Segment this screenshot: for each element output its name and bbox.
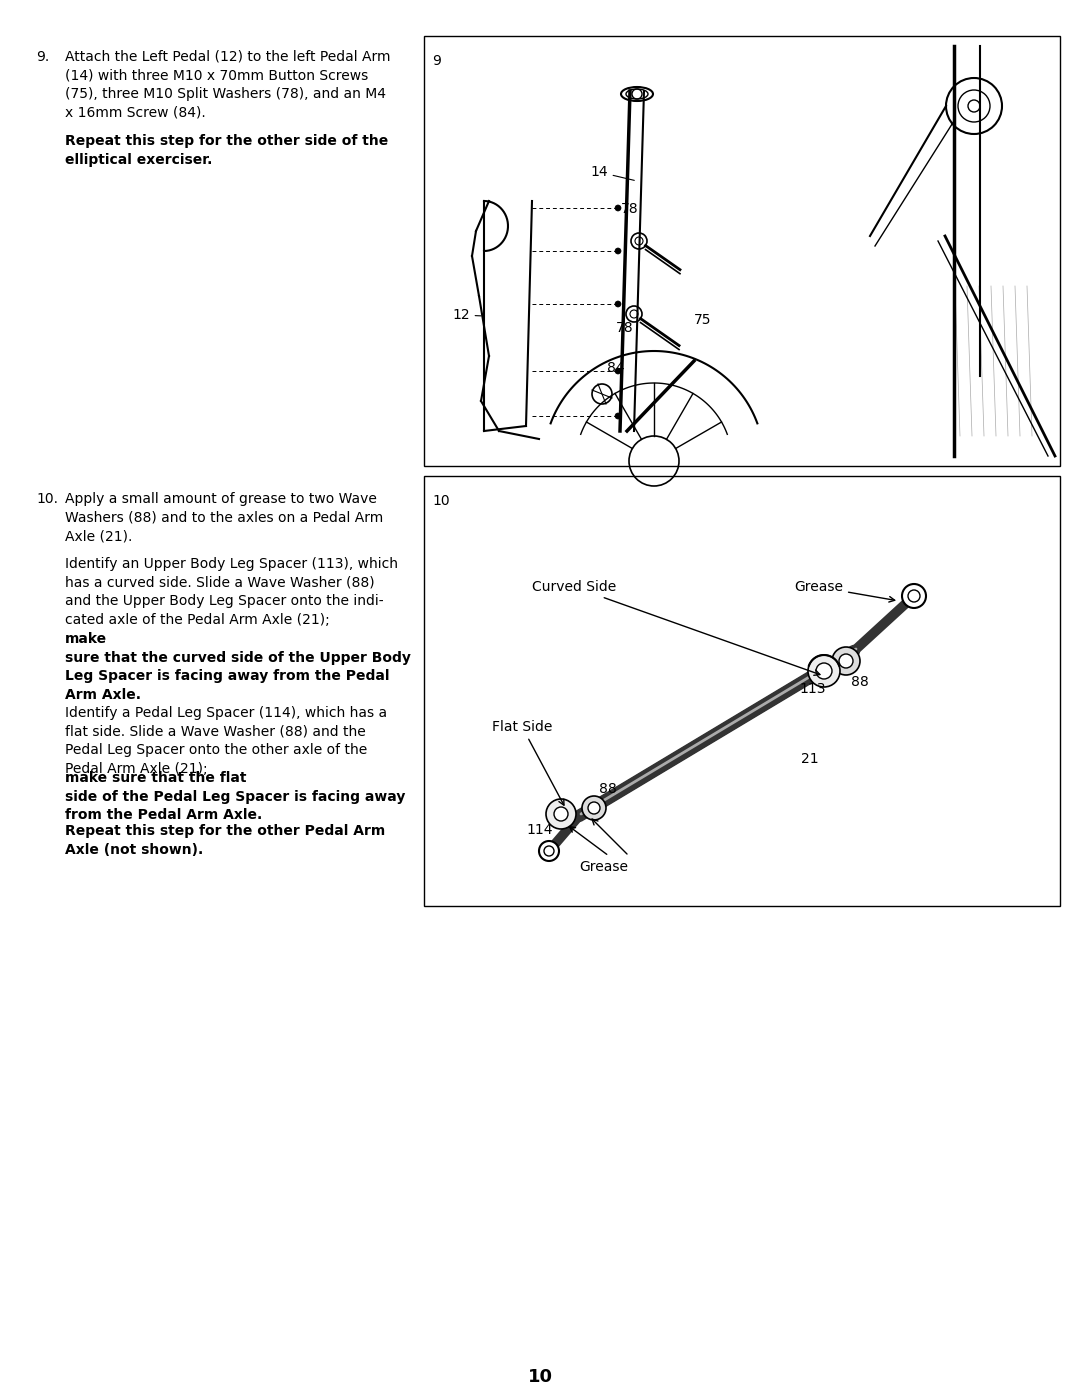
Text: Repeat this step for the other side of the
elliptical exerciser.: Repeat this step for the other side of t… xyxy=(65,134,388,166)
Text: 113: 113 xyxy=(799,682,825,696)
Circle shape xyxy=(588,802,600,814)
Circle shape xyxy=(546,799,576,828)
Circle shape xyxy=(615,367,621,374)
Text: 12: 12 xyxy=(453,307,482,321)
Text: Grease: Grease xyxy=(579,861,627,875)
Text: Apply a small amount of grease to two Wave
Washers (88) and to the axles on a Pe: Apply a small amount of grease to two Wa… xyxy=(65,492,383,543)
Circle shape xyxy=(539,841,559,861)
Text: Identify a Pedal Leg Spacer (114), which has a
flat side. Slide a Wave Washer (8: Identify a Pedal Leg Spacer (114), which… xyxy=(65,705,387,775)
Text: 21: 21 xyxy=(801,752,819,766)
Text: Attach the Left Pedal (12) to the left Pedal Arm
(14) with three M10 x 70mm Butt: Attach the Left Pedal (12) to the left P… xyxy=(65,50,391,120)
Text: 114: 114 xyxy=(526,823,553,837)
Text: 9.: 9. xyxy=(36,50,50,64)
Bar xyxy=(424,476,1059,907)
Text: Flat Side: Flat Side xyxy=(492,719,564,805)
Text: Identify an Upper Body Leg Spacer (113), which
has a curved side. Slide a Wave W: Identify an Upper Body Leg Spacer (113),… xyxy=(65,557,399,627)
Circle shape xyxy=(832,647,860,675)
Text: make sure that the flat
side of the Pedal Leg Spacer is facing away
from the Ped: make sure that the flat side of the Peda… xyxy=(65,771,405,823)
Text: 84: 84 xyxy=(607,360,624,374)
Text: 78: 78 xyxy=(616,321,634,335)
Text: 88: 88 xyxy=(599,782,617,796)
Circle shape xyxy=(839,654,853,668)
Text: Grease: Grease xyxy=(794,580,894,602)
Circle shape xyxy=(615,300,621,307)
Text: 10: 10 xyxy=(432,495,449,509)
Bar xyxy=(424,36,1059,467)
Circle shape xyxy=(816,664,832,679)
Circle shape xyxy=(615,249,621,254)
Circle shape xyxy=(554,807,568,821)
Circle shape xyxy=(582,796,606,820)
Circle shape xyxy=(544,847,554,856)
Text: 10.: 10. xyxy=(36,492,58,506)
Text: Curved Side: Curved Side xyxy=(532,580,820,675)
Circle shape xyxy=(808,655,840,687)
Text: make
sure that the curved side of the Upper Body
Leg Spacer is facing away from : make sure that the curved side of the Up… xyxy=(65,631,410,701)
Text: 88: 88 xyxy=(851,675,868,689)
Text: 78: 78 xyxy=(621,203,638,217)
Circle shape xyxy=(902,584,926,608)
Circle shape xyxy=(908,590,920,602)
Text: 10: 10 xyxy=(527,1368,553,1386)
Text: 75: 75 xyxy=(694,313,712,327)
Text: Repeat this step for the other Pedal Arm
Axle (not shown).: Repeat this step for the other Pedal Arm… xyxy=(65,824,386,856)
Circle shape xyxy=(615,414,621,419)
Circle shape xyxy=(615,205,621,211)
Text: 9: 9 xyxy=(432,54,441,68)
Text: 14: 14 xyxy=(590,165,634,180)
